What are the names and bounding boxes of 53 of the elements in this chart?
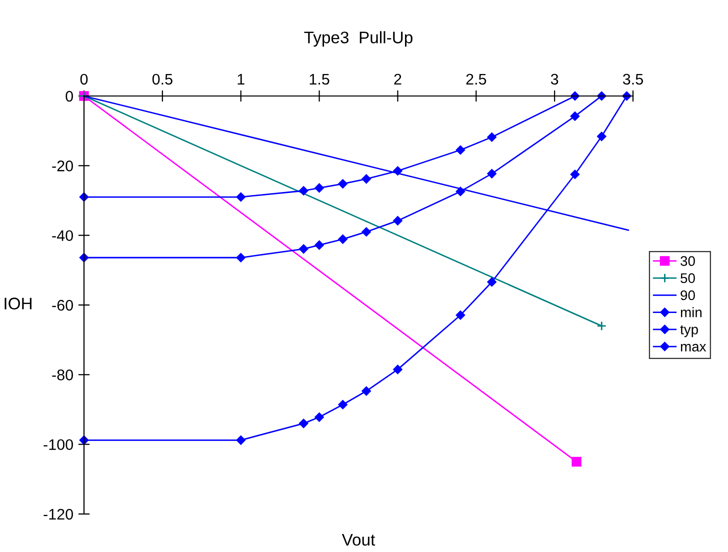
- y-tick-label: -20: [52, 160, 73, 172]
- point: [236, 436, 246, 445]
- x-tick-label: 2: [394, 74, 402, 84]
- legend-label: 90: [680, 290, 695, 300]
- y-tick-label: -40: [52, 230, 73, 242]
- point: [596, 321, 606, 331]
- point: [314, 183, 324, 193]
- point: [570, 112, 580, 121]
- point: [298, 418, 308, 428]
- point: [338, 400, 348, 410]
- point: [456, 186, 466, 196]
- point: [362, 227, 371, 236]
- point: [487, 132, 496, 142]
- y-tick-label: 0: [66, 90, 73, 102]
- x-tick-label: 1.5: [310, 74, 330, 85]
- x-tick-label: 0: [80, 74, 88, 85]
- point: [362, 174, 371, 184]
- x-tick-label: 2.5: [466, 74, 486, 85]
- chart-title: Type3 Pull-Up: [304, 31, 412, 47]
- point: [236, 192, 246, 202]
- y-tick-label: -60: [52, 300, 73, 311]
- x-axis-title: Vout: [342, 534, 376, 546]
- y-axis-title: IOH: [4, 298, 32, 310]
- point: [570, 170, 580, 179]
- point: [393, 166, 402, 176]
- legend-label: 50: [680, 273, 695, 284]
- point: [487, 169, 496, 178]
- y-tick-label: -120: [44, 508, 73, 520]
- point: [456, 310, 466, 320]
- legend-label: max: [680, 344, 706, 352]
- point: [362, 386, 371, 396]
- y-tick-label: -80: [52, 370, 73, 380]
- y-tick-label: -100: [44, 439, 73, 450]
- legend-label: min: [680, 307, 702, 318]
- x-tick-label: 3.5: [622, 74, 643, 85]
- point: [236, 253, 246, 262]
- point: [338, 234, 348, 244]
- point: [597, 132, 606, 142]
- x-tick-label: 3: [550, 74, 558, 85]
- point: [393, 216, 402, 226]
- legend-label: 30: [680, 256, 695, 266]
- x-tick-label: 0.5: [152, 74, 172, 85]
- point: [572, 456, 582, 467]
- legend-label: typ: [680, 325, 698, 338]
- point: [456, 145, 466, 155]
- x-tick-label: 1: [238, 74, 244, 84]
- point: [338, 179, 348, 188]
- point: [298, 186, 308, 196]
- point: [298, 244, 308, 254]
- point: [314, 412, 324, 422]
- point: [314, 240, 324, 250]
- point: [393, 364, 402, 374]
- point: [487, 277, 496, 287]
